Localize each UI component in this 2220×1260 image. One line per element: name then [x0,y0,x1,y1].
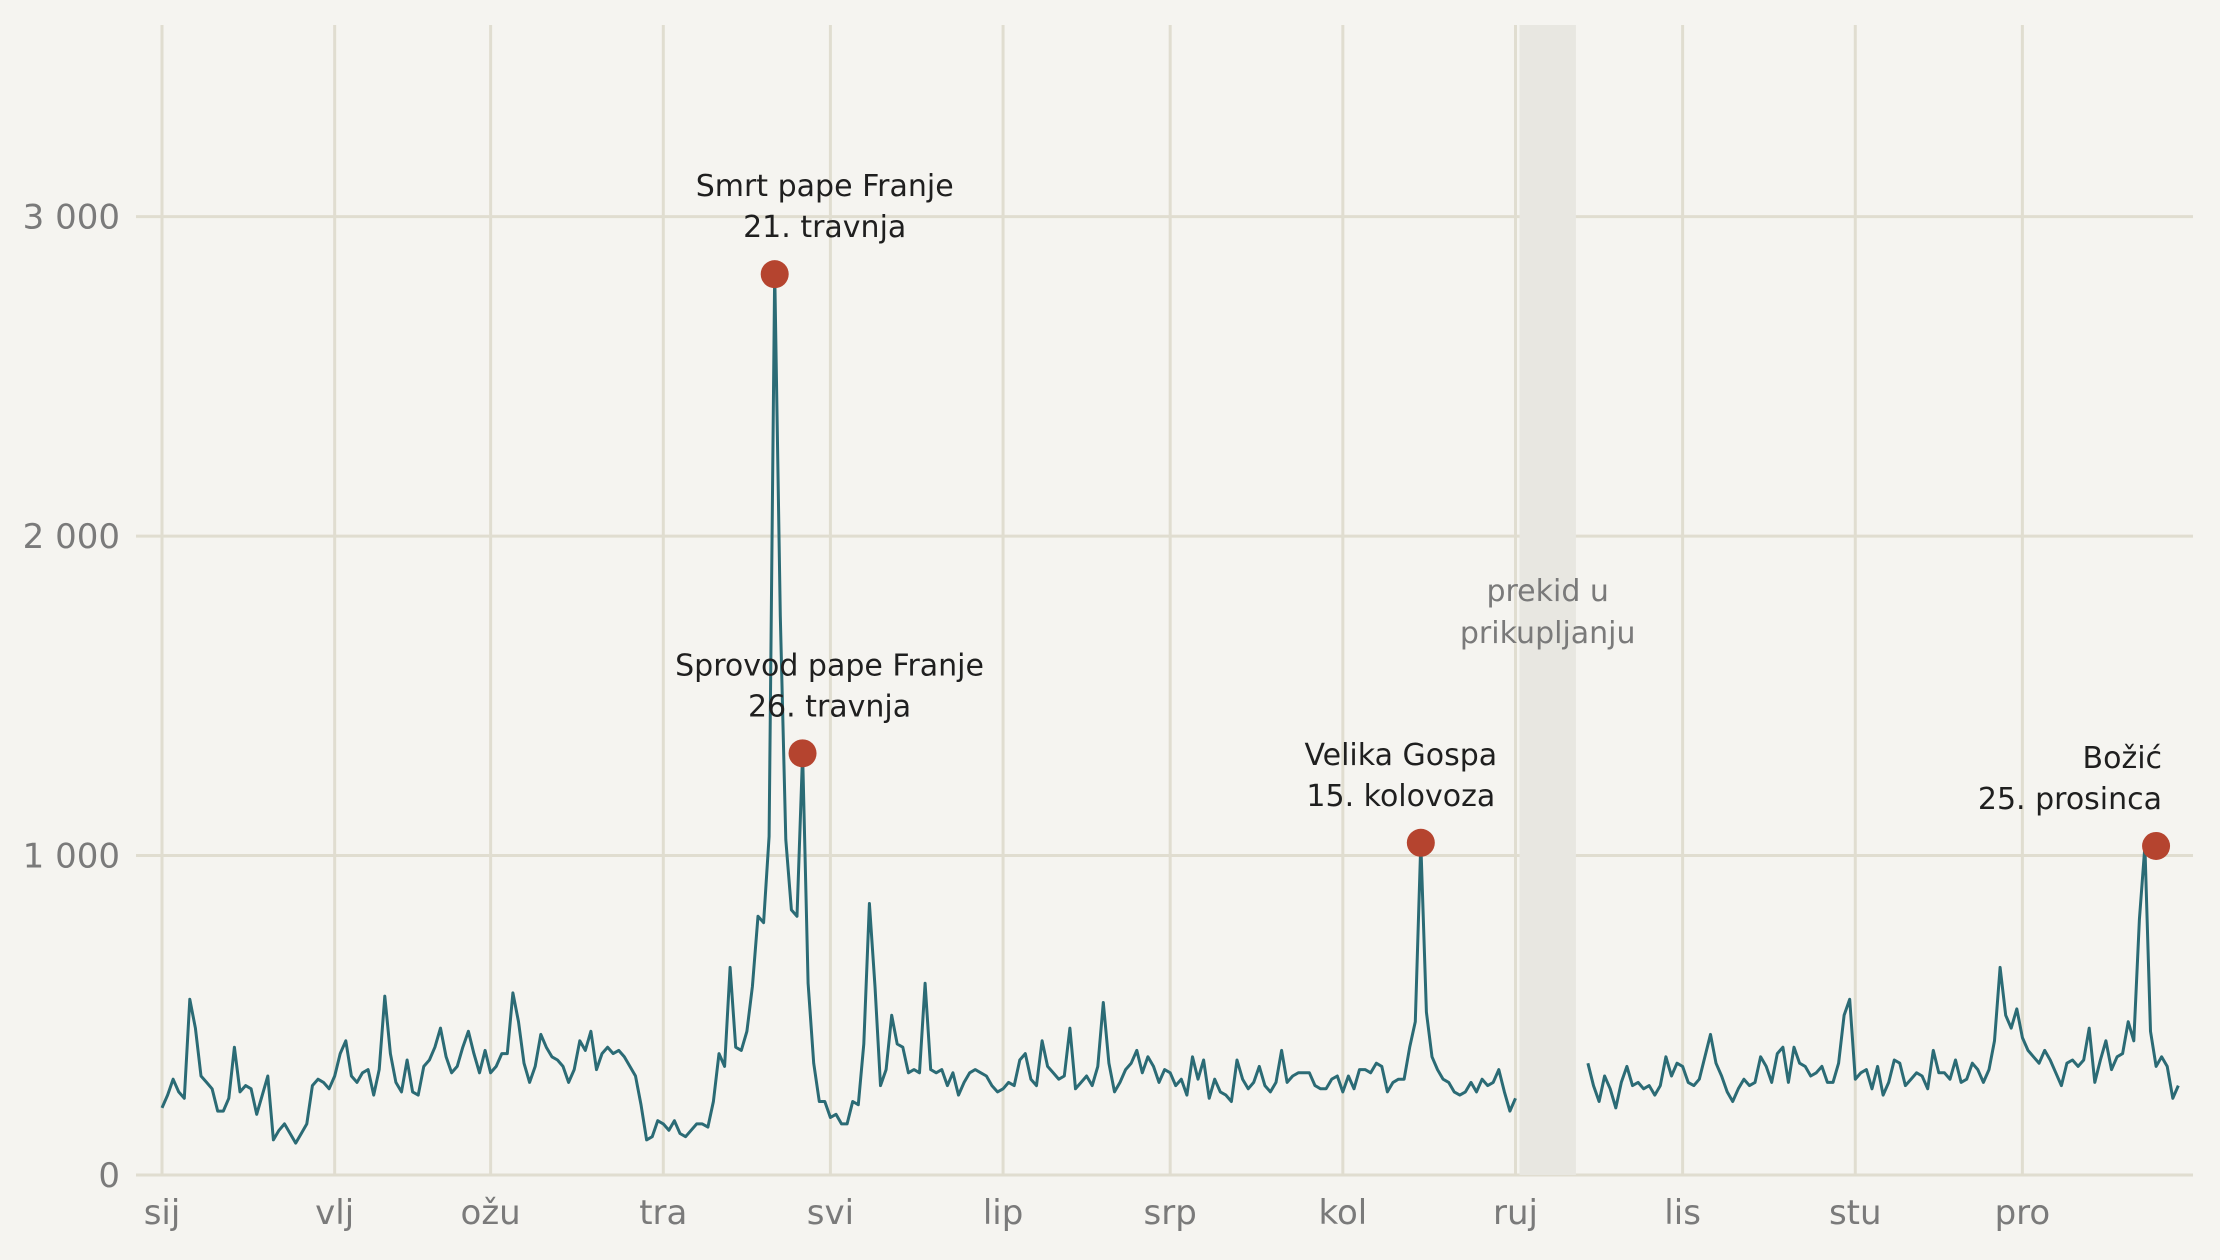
peak-marker [760,260,789,289]
annotation-layer: Smrt pape Franje 21. travnja Sprovod pape … [675,169,2171,860]
axis-layer: 0 1 000 2 000 3 000 sij vlj ožu tra svi lip srp kol… [23,198,2051,1233]
x-tick-label: ožu [461,1193,521,1233]
annotation-date: 21. travnja [743,210,906,245]
x-tick-label: pro [1995,1193,2051,1233]
series-line-segment [160,269,1517,1145]
gap-layer: prekid u prikupljanju [1460,25,1636,1175]
x-tick-label: ruj [1493,1193,1538,1233]
y-tick-label: 1 000 [23,837,120,877]
annotation-title: Smrt pape Franje [696,169,954,204]
x-tick-label: lip [983,1193,1023,1233]
data-gap-band [1519,25,1576,1175]
x-tick-label: tra [639,1193,687,1233]
x-tick-label: svi [807,1193,854,1233]
data-gap-label: prekid u [1486,574,1608,609]
x-tick-label: sij [144,1193,181,1233]
peak-marker [2142,831,2171,860]
series-line-segment [1586,844,2180,1110]
x-tick-label: lis [1664,1193,1701,1233]
annotation-date: 25. prosinca [1978,782,2162,817]
data-gap-label: prikupljanju [1460,616,1636,651]
annotation-date: 15. kolovoza [1306,779,1495,814]
annotation-title: Božić [2083,741,2163,776]
peak-marker [1406,828,1435,857]
series-layer [160,269,2180,1145]
annotation-title: Velika Gospa [1304,738,1497,773]
x-tick-label: srp [1144,1193,1197,1233]
x-tick-label: vlj [315,1193,354,1233]
annotation-title: Sprovod pape Franje [675,648,984,683]
annotation-date: 26. travnja [748,689,911,724]
peak-marker [788,739,817,768]
y-tick-label: 3 000 [23,198,120,238]
x-tick-label: kol [1318,1193,1367,1233]
y-tick-label: 0 [98,1156,120,1196]
x-tick-label: stu [1829,1193,1882,1233]
y-tick-label: 2 000 [23,517,120,557]
grid-layer [136,25,2193,1177]
